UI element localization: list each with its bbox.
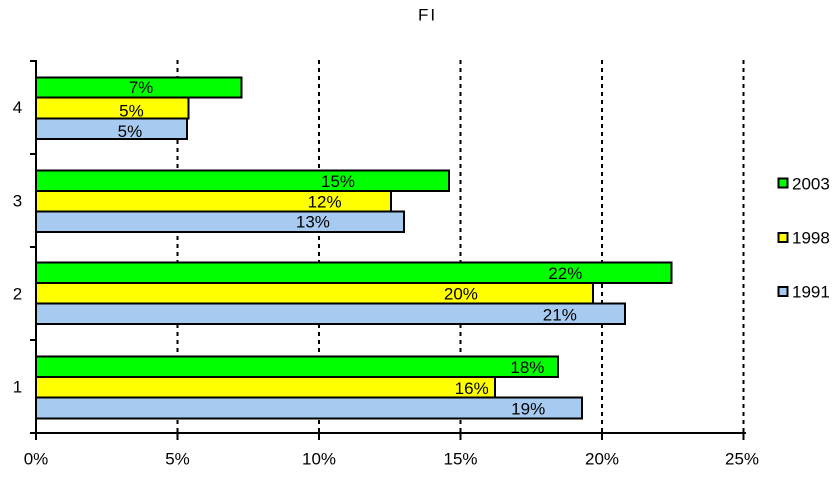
svg-text:5%: 5% [165, 450, 190, 469]
svg-text:1: 1 [13, 378, 22, 397]
svg-text:12%: 12% [308, 193, 342, 212]
svg-text:18%: 18% [510, 358, 544, 377]
svg-text:2003: 2003 [792, 174, 830, 193]
svg-text:15%: 15% [443, 450, 477, 469]
svg-text:1991: 1991 [792, 282, 830, 301]
svg-text:21%: 21% [543, 306, 577, 325]
svg-text:19%: 19% [511, 399, 545, 418]
svg-text:5%: 5% [119, 101, 144, 120]
svg-text:10%: 10% [302, 450, 336, 469]
svg-text:2: 2 [13, 285, 22, 304]
svg-text:13%: 13% [296, 213, 330, 232]
svg-text:4: 4 [13, 98, 22, 117]
svg-text:15%: 15% [321, 172, 355, 191]
svg-text:25%: 25% [725, 450, 759, 469]
svg-text:16%: 16% [455, 379, 489, 398]
svg-text:7%: 7% [129, 78, 154, 97]
svg-text:20%: 20% [585, 450, 619, 469]
svg-text:1998: 1998 [792, 229, 830, 248]
svg-text:3: 3 [13, 192, 22, 211]
svg-text:5%: 5% [118, 122, 143, 141]
svg-text:22%: 22% [548, 264, 582, 283]
svg-text:FI: FI [418, 5, 437, 24]
svg-text:20%: 20% [444, 285, 478, 304]
svg-text:0%: 0% [24, 450, 49, 469]
